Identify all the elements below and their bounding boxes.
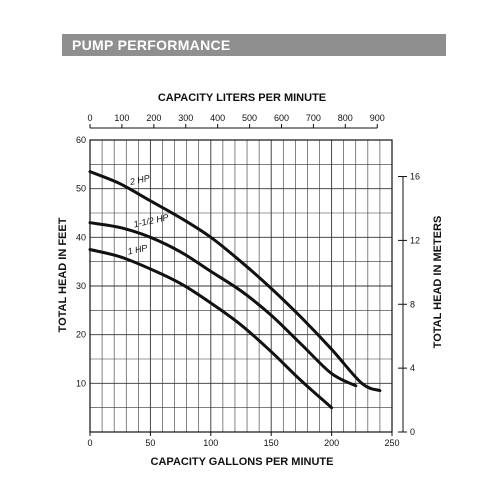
plot-frame: [89, 139, 393, 433]
right-axis-tick-label: 16: [410, 172, 420, 182]
y-tick-label: 40: [76, 232, 86, 242]
top-axis-tick-label: 700: [306, 113, 321, 123]
x-tick-label: 250: [384, 438, 399, 448]
top-axis-title: CAPACITY LITERS PER MINUTE: [158, 92, 326, 104]
top-axis-tick-label: 100: [114, 113, 129, 123]
chart-grid: [90, 140, 392, 432]
y-tick-label: 20: [76, 330, 86, 340]
right-axis-tick-label: 0: [410, 427, 415, 437]
top-axis-tick-label: 400: [210, 113, 225, 123]
curve-1-1-2-hp: [88, 221, 358, 388]
section-banner: PUMP PERFORMANCE: [62, 34, 446, 56]
y-tick-label: 10: [76, 378, 86, 388]
top-axis-tick-label: 500: [242, 113, 257, 123]
y-tick-label: 30: [76, 281, 86, 291]
right-axis-tick-label: 12: [410, 235, 420, 245]
y-tick-label: 60: [76, 135, 86, 145]
x-axis-title: CAPACITY GALLONS PER MINUTE: [151, 456, 334, 468]
top-axis-tick-label: 0: [87, 113, 92, 123]
curve-1-hp: [88, 248, 334, 410]
y-tick-label: 50: [76, 184, 86, 194]
curve-label-2-hp: 2 HP: [128, 173, 151, 187]
x-tick-label: 150: [264, 438, 279, 448]
top-axis-tick-label: 200: [146, 113, 161, 123]
y-axis-title: TOTAL HEAD IN FEET: [57, 217, 69, 332]
right-axis-title: TOTAL HEAD IN METERS: [432, 216, 444, 349]
x-tick-label: 200: [324, 438, 339, 448]
curve-2-hp: [88, 170, 382, 393]
right-axis-tick-label: 4: [410, 363, 415, 373]
top-axis-tick-label: 600: [274, 113, 289, 123]
banner-title: PUMP PERFORMANCE: [72, 37, 231, 53]
x-tick-label: 50: [145, 438, 155, 448]
right-axis-tick-label: 8: [410, 299, 415, 309]
x-tick-label: 100: [203, 438, 218, 448]
x-tick-label: 0: [87, 438, 92, 448]
curve-label-1-hp: 1 HP: [127, 243, 149, 257]
top-axis-tick-label: 800: [338, 113, 353, 123]
top-axis-tick-label: 300: [178, 113, 193, 123]
top-axis-tick-label: 900: [370, 113, 385, 123]
